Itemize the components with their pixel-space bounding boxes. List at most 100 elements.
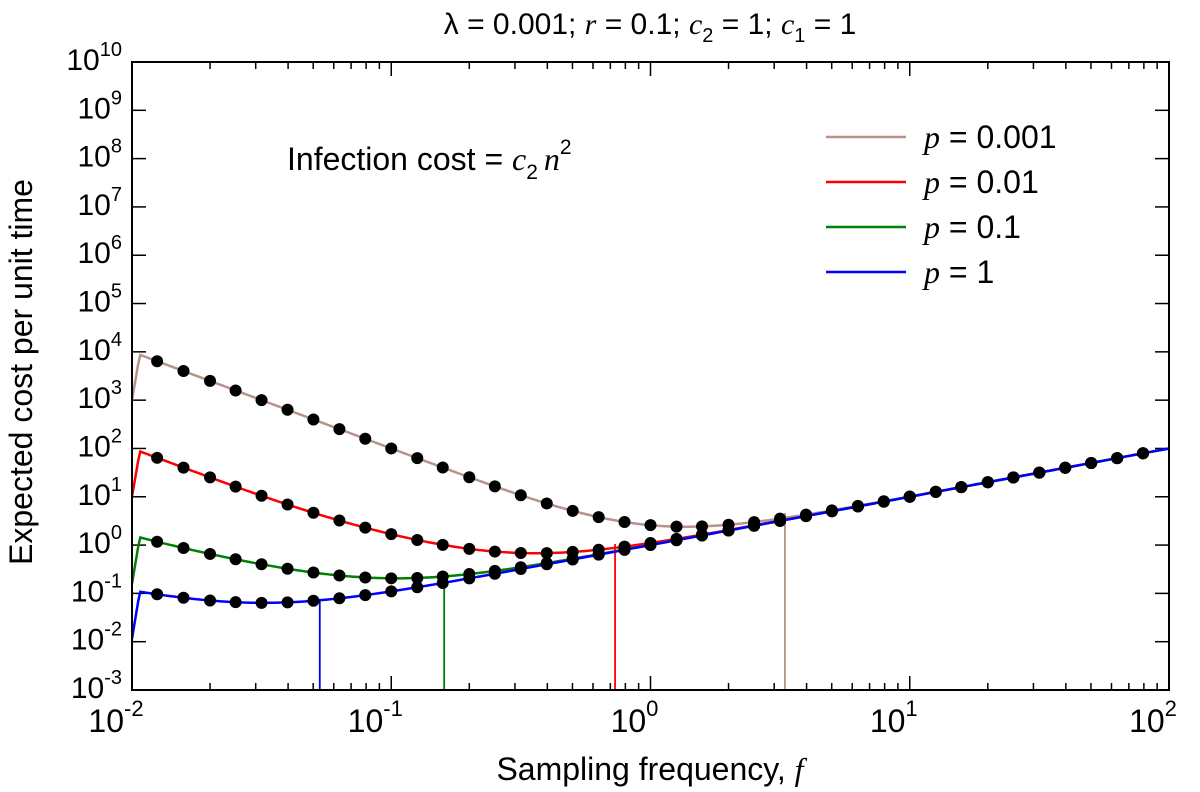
tick-labels-layer: 10-2 10-1 100 101 102 1010 109 108 107 106 105 104 1…: [66, 39, 1177, 739]
data-point: [955, 481, 968, 494]
legend-label: p = 1: [922, 254, 994, 290]
data-point: [463, 572, 476, 585]
data-point: [204, 547, 217, 560]
data-point: [151, 535, 164, 548]
y-tick-label: 104: [78, 329, 123, 367]
data-point: [540, 558, 553, 571]
legend-label: p = 0.1: [922, 209, 1021, 245]
data-point: [229, 596, 242, 609]
data-point: [463, 542, 476, 555]
data-point: [177, 365, 190, 378]
data-point: [436, 461, 449, 474]
data-point: [385, 442, 398, 455]
data-point: [151, 588, 164, 601]
data-point: [411, 581, 424, 594]
data-point: [411, 452, 424, 465]
data-point: [488, 545, 501, 558]
y-tick-label: 102: [78, 425, 123, 463]
data-point: [1085, 456, 1098, 469]
data-point: [825, 505, 838, 518]
data-point: [514, 563, 527, 576]
data-point: [359, 571, 372, 584]
y-axis-label: Expected cost per unit time: [3, 179, 39, 565]
x-tick-label: 10-1: [348, 696, 403, 739]
data-point: [151, 355, 164, 368]
data-point: [722, 524, 735, 537]
data-point: [696, 529, 709, 542]
data-point: [1111, 452, 1124, 465]
data-point: [255, 394, 268, 407]
data-point: [774, 514, 787, 527]
data-point: [618, 543, 631, 556]
data-point: [333, 423, 346, 436]
data-point: [411, 533, 424, 546]
data-point: [1059, 461, 1072, 474]
x-axis-label: Sampling frequency, f: [496, 751, 807, 787]
data-point: [696, 520, 709, 533]
y-tick-label: 100: [78, 522, 123, 560]
data-point: [151, 451, 164, 464]
y-tick-label: 108: [78, 136, 123, 174]
data-point: [800, 510, 813, 523]
data-point: [177, 541, 190, 554]
infection-cost-annotation: Infection cost = c2 n2: [287, 136, 572, 184]
data-point: [670, 534, 683, 547]
data-point: [644, 539, 657, 552]
data-point: [359, 589, 372, 602]
data-point: [204, 471, 217, 484]
data-point: [748, 519, 761, 532]
markers-layer: [151, 355, 1150, 609]
y-tick-label: 106: [78, 232, 123, 270]
data-point: [385, 572, 398, 585]
data-point: [514, 489, 527, 502]
x-tick-label: 100: [611, 696, 659, 739]
y-tick-label: 1010: [66, 39, 122, 77]
data-point: [566, 553, 579, 566]
data-point: [359, 432, 372, 445]
legend: p = 0.001 p = 0.01 p = 0.1 p = 1: [826, 119, 1057, 290]
y-tick-label: 10-1: [71, 570, 122, 608]
data-point: [411, 571, 424, 584]
data-point: [540, 497, 553, 510]
data-point: [177, 461, 190, 474]
data-point: [229, 553, 242, 566]
y-tick-label: 107: [78, 184, 123, 222]
data-point: [229, 480, 242, 493]
data-point: [281, 596, 294, 609]
data-point: [514, 547, 527, 560]
data-point: [1007, 471, 1020, 484]
data-point: [229, 384, 242, 397]
legend-label: p = 0.001: [922, 119, 1057, 155]
data-point: [255, 596, 268, 609]
y-tick-label: 109: [78, 87, 123, 125]
plot-frame: [131, 61, 1170, 691]
data-point: [307, 594, 320, 607]
data-point: [540, 547, 553, 560]
data-point: [851, 500, 864, 513]
data-point: [592, 511, 605, 524]
chart-title: λ = 0.001; r = 0.1; c2 = 1; c1 = 1: [444, 8, 857, 47]
x-tick-label: 102: [1129, 696, 1177, 739]
data-point: [618, 515, 631, 528]
legend-label: p = 0.01: [922, 164, 1039, 200]
data-point: [255, 489, 268, 502]
data-point: [385, 528, 398, 541]
y-tick-label: 10-2: [71, 619, 122, 657]
data-point: [566, 504, 579, 517]
y-tick-label: 105: [78, 281, 123, 319]
data-point: [436, 576, 449, 589]
data-point: [204, 594, 217, 607]
data-point: [1137, 447, 1150, 460]
data-point: [333, 592, 346, 605]
y-tick-label: 101: [78, 474, 123, 512]
data-point: [307, 566, 320, 579]
data-point: [463, 471, 476, 484]
data-point: [488, 480, 501, 493]
data-point: [385, 585, 398, 598]
data-point: [981, 476, 994, 489]
data-point: [929, 485, 942, 498]
data-point: [177, 591, 190, 604]
optimum-lines-layer: [318, 513, 786, 690]
